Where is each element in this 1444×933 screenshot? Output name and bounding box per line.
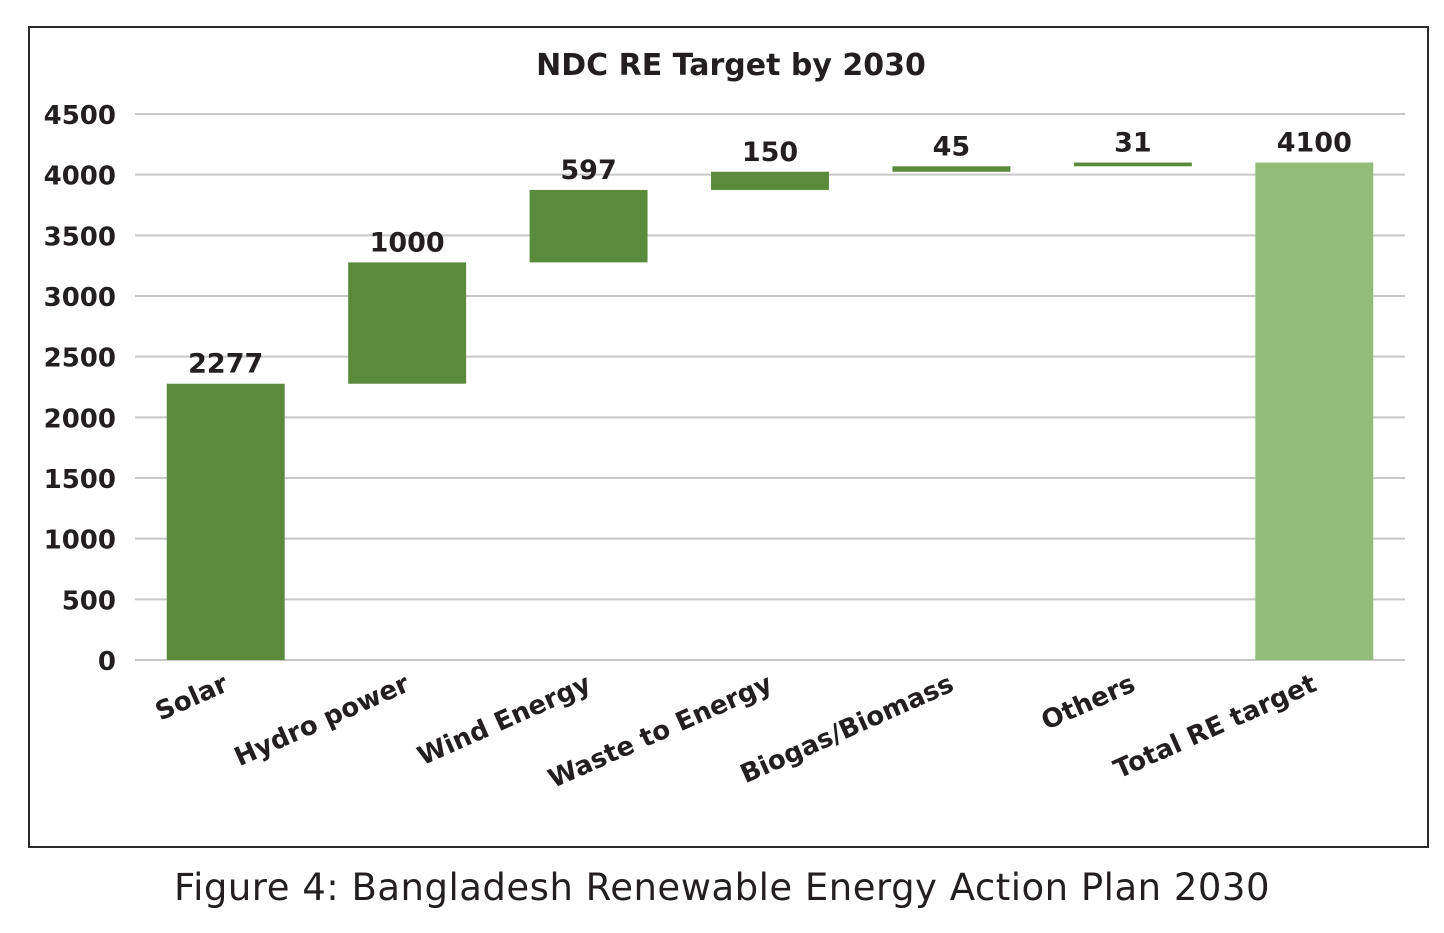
y-tick-label: 1500 bbox=[44, 465, 116, 495]
bar-total-re-target bbox=[1255, 162, 1374, 661]
data-label: 597 bbox=[560, 155, 616, 186]
y-tick-label: 3500 bbox=[44, 222, 116, 252]
y-tick-label: 0 bbox=[98, 647, 116, 677]
bar-biogas-biomass bbox=[892, 166, 1011, 172]
bars bbox=[166, 162, 1374, 661]
x-tick-label: Hydro power bbox=[230, 669, 414, 773]
bar-solar bbox=[166, 383, 285, 660]
data-label: 31 bbox=[1114, 128, 1152, 159]
data-label: 45 bbox=[933, 131, 971, 162]
data-labels: 2277 1000 597 150 45 31 4100 bbox=[188, 128, 1352, 380]
y-tick-label: 500 bbox=[62, 586, 116, 616]
data-label: 2277 bbox=[188, 349, 263, 380]
y-tick-label: 3000 bbox=[44, 283, 116, 313]
y-tick-label: 2500 bbox=[44, 344, 116, 374]
y-tick-label: 4000 bbox=[44, 162, 116, 192]
x-tick-label: Others bbox=[1037, 669, 1140, 737]
data-label: 150 bbox=[742, 137, 798, 168]
bar-wind-energy bbox=[529, 189, 648, 263]
y-tick-label: 2000 bbox=[44, 404, 116, 434]
bar-waste-to-energy bbox=[711, 171, 829, 190]
y-tick-label: 1000 bbox=[44, 526, 116, 556]
x-tick-label: Solar bbox=[151, 669, 233, 727]
bar-others bbox=[1073, 162, 1192, 167]
data-label: 1000 bbox=[370, 227, 445, 258]
chart-title: NDC RE Target by 2030 bbox=[536, 48, 926, 83]
y-tick-label: 4500 bbox=[44, 101, 116, 131]
gridlines bbox=[135, 113, 1405, 661]
x-tick-label: Total RE target bbox=[1109, 669, 1321, 785]
y-axis-tick-labels: 0 500 1000 1500 2000 2500 3000 3500 4000 4500 bbox=[44, 101, 116, 677]
bar-hydro-power bbox=[348, 262, 467, 384]
figure-caption: Figure 4: Bangladesh Renewable Energy Ac… bbox=[173, 866, 1270, 909]
data-label: 4100 bbox=[1277, 128, 1352, 159]
